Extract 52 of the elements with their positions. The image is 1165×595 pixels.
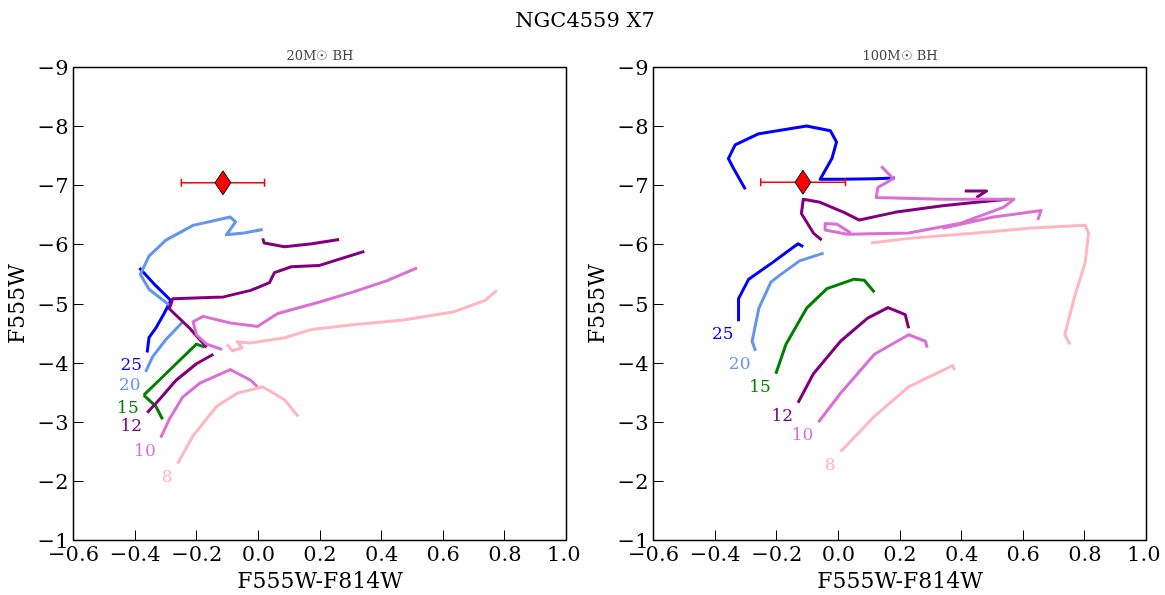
series-label: 20: [118, 373, 141, 394]
line-series: [750, 251, 826, 353]
series-label: 20: [728, 352, 751, 373]
y-tick-label: −6: [617, 233, 649, 258]
x-tick-label: 0.4: [944, 541, 979, 566]
line-series: [774, 277, 876, 376]
x-tick-label: 1.0: [1127, 541, 1161, 566]
x-tick-label: −0.2: [751, 541, 803, 566]
y-tick-label: −5: [617, 292, 649, 317]
series-label: 12: [771, 404, 794, 425]
y-tick-label: −2: [617, 469, 649, 494]
y-tick-label: −5: [37, 292, 69, 317]
series-label: 15: [749, 375, 771, 396]
x-tick-label: 0.6: [1006, 541, 1040, 566]
y-tick-label: −2: [37, 469, 69, 494]
x-axis-title: F555W-F814W: [237, 567, 404, 593]
series-label: 10: [134, 439, 156, 460]
series-label: 25: [711, 323, 734, 344]
line-series: [137, 266, 173, 354]
y-tick-label: −9: [37, 56, 69, 80]
x-tick-label: 1.0: [547, 541, 581, 566]
x-axis-title: F555W-F814W: [817, 567, 984, 593]
x-tick-label: 0.8: [488, 541, 522, 566]
x-tick-label: −0.2: [171, 541, 223, 566]
chart-subtitle: 100M☉ BH: [862, 47, 938, 63]
series-label: 8: [161, 465, 173, 486]
y-tick-label: −8: [37, 115, 69, 140]
y-tick-label: −7: [37, 174, 69, 199]
series-label: 8: [824, 453, 836, 474]
chart-title: NGC4559 X7: [514, 7, 656, 34]
x-tick-label: 0.6: [426, 541, 460, 566]
series-label: 10: [791, 424, 814, 445]
x-tick-label: −0.4: [109, 541, 161, 566]
y-tick-label: −3: [617, 410, 649, 435]
y-tick-label: −4: [37, 351, 69, 376]
y-axis-title: F555W: [3, 263, 29, 344]
y-tick-label: −9: [617, 56, 649, 80]
x-tick-label: 0.4: [364, 541, 399, 566]
x-tick-label: 0.0: [241, 541, 276, 566]
y-tick-label: −8: [617, 115, 649, 140]
y-axis-title: F555W: [583, 263, 609, 344]
x-tick-label: 0.0: [821, 541, 856, 566]
series-label: 25: [120, 354, 143, 375]
x-tick-label: 0.2: [303, 541, 337, 566]
x-tick-label: 0.8: [1068, 541, 1102, 566]
y-tick-label: −6: [37, 233, 69, 258]
x-tick-label: 0.2: [883, 541, 917, 566]
y-tick-label: −4: [617, 351, 649, 376]
y-tick-label: −7: [617, 174, 649, 199]
x-tick-label: −0.4: [689, 541, 741, 566]
chart-subtitle: 20M☉ BH: [286, 47, 354, 63]
y-tick-label: −3: [37, 410, 69, 435]
